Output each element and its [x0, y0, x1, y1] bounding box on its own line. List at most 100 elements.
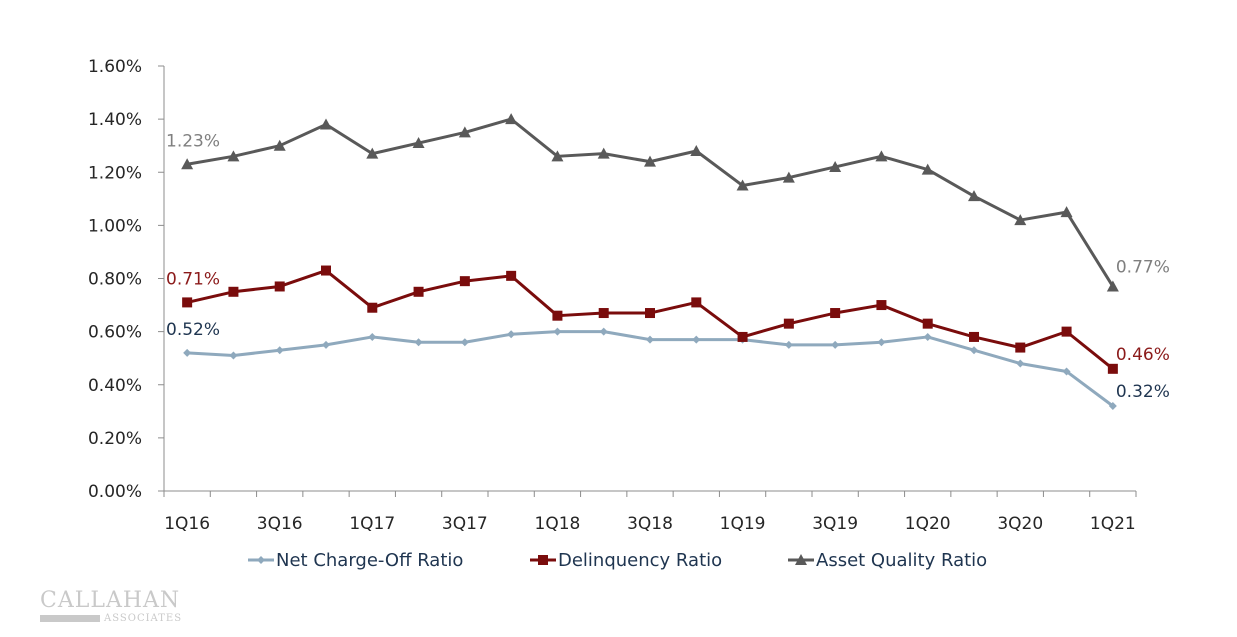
data-point-delinquency-ratio	[922, 318, 933, 329]
data-point-delinquency-ratio	[691, 297, 702, 308]
y-tick-label: 0.00%	[88, 482, 142, 502]
data-label-first-net-charge-off-ratio: 0.52%	[166, 320, 220, 340]
data-point-delinquency-ratio	[737, 331, 748, 342]
data-point-net-charge-off-ratio	[784, 340, 793, 349]
data-point-net-charge-off-ratio	[460, 338, 469, 347]
data-point-delinquency-ratio	[969, 331, 979, 342]
data-point-delinquency-ratio	[830, 308, 841, 319]
data-point-delinquency-ratio	[367, 302, 378, 313]
x-tick-label: 3Q18	[627, 514, 673, 534]
x-tick-label: 1Q19	[720, 514, 766, 534]
legend-item-net-charge-off-ratio: Net Charge-Off Ratio	[248, 550, 463, 571]
data-point-asset-quality-ratio	[551, 150, 564, 162]
data-point-asset-quality-ratio	[968, 190, 980, 202]
data-point-asset-quality-ratio	[273, 139, 286, 151]
series-net-charge-off-ratio	[183, 327, 1117, 410]
data-point-net-charge-off-ratio	[183, 348, 192, 357]
legend-item-asset-quality-ratio: Asset Quality Ratio	[788, 550, 987, 571]
data-point-asset-quality-ratio	[782, 171, 795, 183]
data-label-last-delinquency-ratio: 0.46%	[1116, 345, 1170, 365]
x-tick-label: 1Q16	[164, 514, 210, 534]
series-asset-quality-ratio	[181, 113, 1119, 292]
data-point-delinquency-ratio	[1107, 363, 1118, 374]
legend-marker	[795, 554, 807, 565]
x-tick-label: 1Q20	[905, 514, 951, 534]
data-point-net-charge-off-ratio	[923, 332, 932, 341]
x-axis-ticks: 1Q16 3Q16 1Q17 3Q17 1Q18 3Q18 1Q19 3Q19 1Q20 3Q20…	[163, 491, 1137, 534]
data-point-asset-quality-ratio	[921, 163, 934, 175]
y-tick-label: 1.40%	[88, 110, 142, 130]
data-point-asset-quality-ratio	[412, 137, 425, 149]
x-tick-label: 1Q17	[349, 514, 395, 534]
data-label-first-asset-quality-ratio: 1.23%	[166, 131, 220, 151]
data-point-delinquency-ratio	[321, 265, 331, 276]
legend-marker	[257, 556, 265, 564]
data-label-last-net-charge-off-ratio: 0.32%	[1116, 382, 1170, 402]
data-point-delinquency-ratio	[552, 310, 563, 321]
data-point-net-charge-off-ratio	[646, 335, 654, 344]
y-tick-label: 0.40%	[88, 376, 142, 396]
data-point-net-charge-off-ratio	[599, 327, 608, 336]
data-point-delinquency-ratio	[182, 297, 193, 308]
data-point-delinquency-ratio	[1061, 326, 1072, 337]
data-point-net-charge-off-ratio	[507, 330, 516, 339]
data-point-asset-quality-ratio	[181, 158, 194, 170]
data-point-asset-quality-ratio	[736, 179, 749, 191]
data-point-net-charge-off-ratio	[1016, 359, 1025, 368]
data-point-net-charge-off-ratio	[553, 327, 562, 336]
y-tick-label: 1.00%	[88, 216, 142, 236]
logo-name: CALLAHAN	[40, 588, 181, 613]
series-line-asset-quality-ratio	[186, 117, 1115, 288]
y-tick-label: 1.60%	[88, 57, 142, 77]
logo-sub: ASSOCIATES	[104, 612, 183, 624]
data-point-asset-quality-ratio	[690, 145, 703, 156]
legend-label: Delinquency Ratio	[558, 550, 722, 571]
data-point-asset-quality-ratio	[597, 147, 610, 159]
data-point-net-charge-off-ratio	[368, 332, 377, 341]
data-point-delinquency-ratio	[459, 276, 470, 287]
x-tick-label: 3Q16	[257, 514, 303, 534]
logo-bar	[40, 614, 100, 622]
series-group	[181, 113, 1119, 410]
data-point-asset-quality-ratio	[366, 147, 379, 159]
data-point-net-charge-off-ratio	[1062, 367, 1071, 376]
data-point-delinquency-ratio	[1015, 342, 1026, 353]
data-point-asset-quality-ratio	[1060, 206, 1073, 218]
data-point-asset-quality-ratio	[458, 126, 471, 138]
data-point-asset-quality-ratio	[829, 160, 842, 172]
axes	[163, 66, 1136, 492]
data-labels: 0.52% 0.32% 0.71% 0.46% 1.23% 0.77%	[166, 131, 1170, 402]
y-axis-ticks: 0.00% 0.20% 0.40% 0.60% 0.80% 1.00% 1.20% 1.40%…	[88, 57, 164, 502]
legend-marker	[538, 555, 548, 565]
data-point-net-charge-off-ratio	[229, 351, 238, 360]
data-point-net-charge-off-ratio	[970, 346, 978, 355]
legend-item-delinquency-ratio: Delinquency Ratio	[530, 550, 722, 571]
callahan-logo: CALLAHAN ASSOCIATES	[40, 590, 190, 630]
x-tick-label: 3Q20	[997, 514, 1043, 534]
data-point-asset-quality-ratio	[1014, 214, 1027, 226]
x-tick-label: 3Q17	[442, 514, 488, 534]
data-point-delinquency-ratio	[228, 286, 239, 297]
data-point-delinquency-ratio	[783, 318, 794, 329]
series-delinquency-ratio	[182, 265, 1118, 374]
data-point-net-charge-off-ratio	[877, 338, 886, 347]
data-point-delinquency-ratio	[598, 308, 609, 319]
data-point-delinquency-ratio	[413, 286, 424, 297]
data-point-net-charge-off-ratio	[692, 335, 701, 344]
data-point-asset-quality-ratio	[227, 150, 240, 162]
x-tick-label: 1Q21	[1090, 514, 1136, 534]
data-point-net-charge-off-ratio	[1108, 402, 1117, 410]
x-tick-label: 3Q19	[812, 514, 858, 534]
data-point-asset-quality-ratio	[644, 155, 656, 167]
legend: Net Charge-Off Ratio Delinquency Ratio Ass…	[248, 550, 987, 571]
data-label-first-delinquency-ratio: 0.71%	[166, 269, 220, 289]
y-tick-label: 1.20%	[88, 163, 142, 183]
legend-label: Net Charge-Off Ratio	[276, 550, 463, 571]
y-tick-label: 0.80%	[88, 270, 142, 290]
data-point-delinquency-ratio	[876, 300, 887, 311]
data-point-delinquency-ratio	[506, 270, 517, 281]
data-point-delinquency-ratio	[274, 281, 285, 292]
legend-label: Asset Quality Ratio	[816, 550, 987, 571]
data-point-net-charge-off-ratio	[322, 340, 330, 349]
